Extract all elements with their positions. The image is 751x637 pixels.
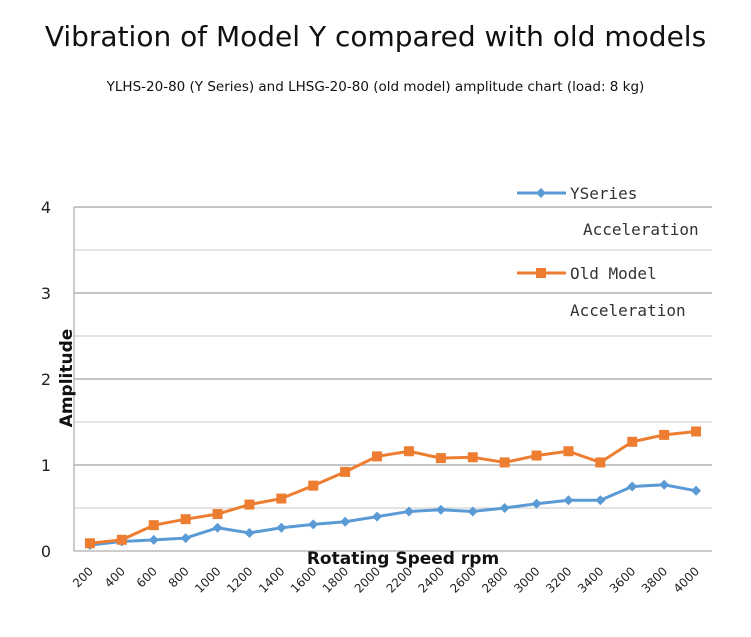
data-point xyxy=(435,453,446,464)
x-tick-label: 200 xyxy=(70,564,96,590)
x-tick-label: 400 xyxy=(102,564,128,590)
y-tick-labels: 0 1 2 3 4 xyxy=(41,198,51,561)
data-point xyxy=(627,436,638,447)
x-tick-label: 800 xyxy=(166,564,192,590)
y-axis-title: Amplitude xyxy=(57,329,77,428)
data-point xyxy=(467,506,478,517)
data-point xyxy=(403,446,414,457)
data-point xyxy=(340,516,351,527)
data-point xyxy=(372,451,383,462)
data-point xyxy=(212,522,223,533)
legend-label-old-model-line1: Old Model xyxy=(570,264,657,283)
y-tick-label: 2 xyxy=(41,370,51,389)
data-point xyxy=(84,538,95,549)
data-point xyxy=(180,514,191,525)
data-point xyxy=(531,450,542,461)
data-point xyxy=(467,452,478,463)
data-point xyxy=(403,506,414,517)
y-tick-label: 3 xyxy=(41,284,51,303)
legend-marker-y-series xyxy=(536,188,546,198)
y-tick-label: 0 xyxy=(41,542,51,561)
data-point xyxy=(308,480,319,491)
x-tick-label: 3800 xyxy=(639,564,670,595)
series xyxy=(84,426,702,550)
data-point xyxy=(563,495,574,506)
x-tick-label: 3200 xyxy=(543,564,574,595)
data-point xyxy=(244,527,255,538)
x-tick-label: 1400 xyxy=(256,564,287,595)
legend-label-old-model-line2: Acceleration xyxy=(570,301,686,320)
data-point xyxy=(116,534,127,545)
x-tick-label: 3600 xyxy=(607,564,638,595)
data-point xyxy=(563,446,574,457)
x-tick-label: 4000 xyxy=(671,564,702,595)
x-tick-label: 1000 xyxy=(192,564,223,595)
x-tick-label: 600 xyxy=(134,564,160,590)
legend-label-y-series-line1: YSeries xyxy=(570,184,637,203)
data-point xyxy=(691,485,702,496)
data-point xyxy=(531,498,542,509)
x-tick-label: 3400 xyxy=(575,564,606,595)
data-point xyxy=(691,426,702,437)
data-point xyxy=(595,495,606,506)
x-axis-title: Rotating Speed rpm xyxy=(307,549,499,569)
data-point xyxy=(659,429,670,440)
y-tick-label: 4 xyxy=(41,198,51,217)
legend: YSeries Acceleration Old Model Accelerat… xyxy=(517,184,699,320)
data-point xyxy=(244,499,255,510)
series-line xyxy=(89,483,697,547)
y-tick-label: 1 xyxy=(41,456,51,475)
data-point xyxy=(659,479,670,490)
chart-subtitle: YLHS-20-80 (Y Series) and LHSG-20-80 (ol… xyxy=(106,79,645,95)
data-point xyxy=(627,481,638,492)
series-line xyxy=(89,429,697,545)
series-old-model xyxy=(84,426,702,549)
chart-title: Vibration of Model Y compared with old m… xyxy=(44,20,707,53)
data-point xyxy=(435,504,446,515)
data-point xyxy=(212,509,223,520)
legend-marker-old-model xyxy=(536,268,546,278)
data-point xyxy=(595,457,606,468)
data-point xyxy=(499,457,510,468)
data-point xyxy=(499,503,510,513)
data-point xyxy=(308,519,319,530)
data-point xyxy=(340,466,351,477)
gridlines xyxy=(74,206,712,509)
x-tick-label: 1200 xyxy=(224,564,255,595)
data-point xyxy=(148,534,159,545)
data-point xyxy=(276,522,287,533)
axes xyxy=(73,207,712,552)
series-y-series xyxy=(84,479,702,550)
data-point xyxy=(148,520,159,531)
data-point xyxy=(180,533,191,544)
data-point xyxy=(372,511,383,522)
legend-label-y-series-line2: Acceleration xyxy=(583,220,699,239)
data-point xyxy=(276,493,287,504)
x-tick-label: 3000 xyxy=(511,564,542,595)
